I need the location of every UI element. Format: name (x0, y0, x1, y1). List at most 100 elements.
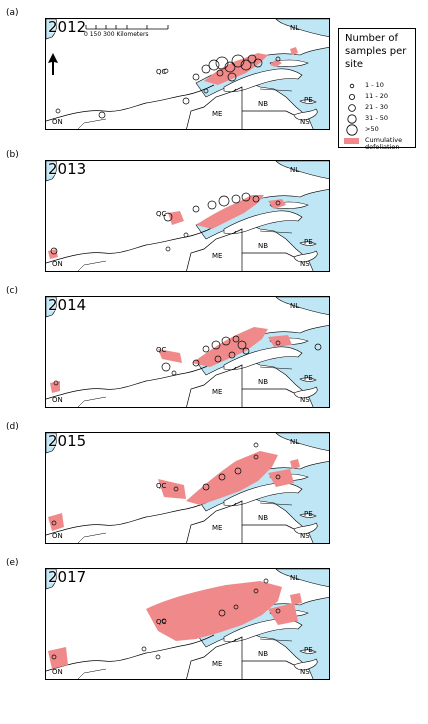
map-panel-2013: 2013 QC NL ON ME NB PE NS (45, 160, 330, 272)
sample-site (275, 56, 281, 62)
label-nl: NL (290, 574, 300, 582)
legend: Number of samples per site 1 - 10 11 - 2… (338, 28, 416, 151)
sample-site (227, 72, 237, 82)
sample-site (253, 588, 259, 594)
sample-site (51, 520, 57, 526)
map-svg (46, 297, 329, 407)
sample-site (163, 212, 173, 222)
sample-site (171, 370, 177, 376)
sample-site (211, 340, 221, 350)
label-ns: NS (300, 532, 310, 540)
sample-site (161, 618, 167, 624)
sample-site (242, 347, 250, 355)
legend-title: Number of samples per site (345, 33, 407, 70)
label-pe: PE (304, 238, 313, 246)
label-on: ON (52, 118, 63, 126)
sample-site (275, 200, 281, 206)
legend-item-31-50: 31 - 50 (343, 114, 415, 124)
sample-site (55, 108, 61, 114)
sample-site (201, 64, 211, 74)
sample-site (218, 195, 230, 207)
label-on: ON (52, 260, 63, 268)
label-me: ME (212, 524, 223, 532)
label-ns: NS (300, 396, 310, 404)
legend-item-21-30: 21 - 30 (343, 103, 415, 113)
legend-item-11-20: 11 - 20 (343, 92, 415, 102)
sample-site (218, 473, 226, 481)
map-svg (46, 161, 329, 271)
label-nl: NL (290, 24, 300, 32)
sample-site (141, 646, 147, 652)
panel-year: 2015 (48, 432, 87, 450)
panel-year: 2013 (48, 160, 87, 178)
sample-site (241, 192, 251, 202)
label-pe: PE (304, 646, 313, 654)
sample-site (253, 442, 259, 448)
sample-site (50, 247, 58, 255)
sample-site (232, 335, 240, 343)
label-me: ME (212, 252, 223, 260)
sample-site (161, 362, 171, 372)
map-svg (46, 19, 329, 129)
sample-site (173, 486, 179, 492)
defoliation-layer (48, 195, 286, 259)
sample-site (215, 56, 229, 70)
label-pe: PE (304, 96, 313, 104)
panel-year: 2017 (48, 568, 87, 586)
label-ns: NS (300, 118, 310, 126)
label-qc: QC (156, 482, 167, 490)
label-qc: QC (156, 618, 167, 626)
label-qc: QC (156, 346, 167, 354)
sample-sites-layer (50, 192, 281, 255)
sample-site (183, 232, 189, 238)
sample-site (53, 380, 59, 386)
sample-site (234, 467, 242, 475)
sample-site (237, 340, 247, 350)
map-panel-2014: 2014 QC NL ON ME NB PE NS (45, 296, 330, 408)
sample-site (231, 194, 241, 204)
legend-item-1-10: 1 - 10 (343, 81, 415, 91)
sample-site (263, 578, 269, 584)
sample-site (253, 454, 259, 460)
sample-site (98, 111, 106, 119)
sample-site (165, 246, 171, 252)
sample-site (51, 654, 57, 660)
sample-site (275, 608, 281, 614)
sample-site (182, 97, 190, 105)
label-on: ON (52, 532, 63, 540)
sample-site (216, 69, 224, 77)
scale-bar-ticks (85, 25, 169, 30)
label-nl: NL (290, 166, 300, 174)
sample-site (192, 359, 200, 367)
label-on: ON (52, 396, 63, 404)
label-pe: PE (304, 510, 313, 518)
sample-site (240, 59, 252, 71)
sample-site (207, 200, 217, 210)
map-panel-2012: 2012 QC NL ON ME NB PE NS 0 150 300 Kilo… (45, 18, 330, 130)
panel-year: 2012 (48, 18, 87, 36)
sample-site (214, 355, 222, 363)
label-me: ME (212, 660, 223, 668)
label-pe: PE (304, 374, 313, 382)
label-nb: NB (258, 100, 269, 108)
sample-site (163, 68, 169, 74)
label-nl: NL (290, 302, 300, 310)
sample-sites-layer (51, 442, 281, 526)
sample-site (231, 54, 245, 68)
sample-site (192, 205, 200, 213)
label-me: ME (212, 110, 223, 118)
legend-item-over-50: >50 (343, 124, 415, 136)
sample-site (203, 88, 209, 94)
map-svg (46, 433, 329, 543)
panel-letter: (e) (6, 558, 19, 568)
scale-bar: 0 150 300 Kilometers (84, 23, 214, 45)
sample-site (155, 654, 161, 660)
label-nb: NB (258, 514, 269, 522)
map-svg (46, 569, 329, 679)
sample-site (314, 343, 322, 351)
panel-letter: (d) (6, 422, 19, 432)
sample-site (218, 609, 226, 617)
label-qc: QC (156, 210, 167, 218)
label-nl: NL (290, 438, 300, 446)
map-panel-2017: 2017 QC NL ON ME NB PE NS (45, 568, 330, 680)
